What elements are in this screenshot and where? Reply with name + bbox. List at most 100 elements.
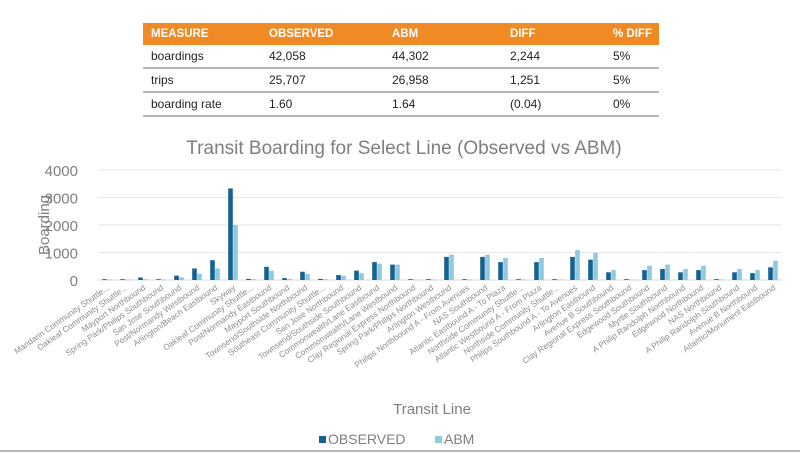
bar-observed	[750, 273, 755, 280]
bar-abm	[521, 279, 526, 281]
header-measure: MEASURE	[143, 23, 261, 45]
bar-observed	[534, 262, 539, 280]
bar-observed	[300, 271, 305, 280]
cell-abm: 44,302	[384, 45, 502, 69]
bar-abm	[575, 250, 580, 280]
bar-observed	[498, 262, 503, 280]
bar-abm	[647, 265, 652, 280]
bar-observed	[480, 256, 485, 280]
bar-observed	[102, 279, 107, 280]
bar-observed	[426, 279, 431, 280]
bar-abm	[323, 279, 328, 280]
legend-label-observed: OBSERVED	[328, 431, 406, 447]
table-header-row: MEASURE OBSERVED ABM DIFF % DIFF	[143, 23, 659, 45]
bar-observed	[210, 260, 215, 280]
legend-label-abm: ABM	[444, 431, 474, 447]
bar-observed	[120, 279, 125, 280]
bar-observed	[336, 275, 341, 280]
bar-abm	[629, 279, 634, 281]
bar-abm	[413, 279, 418, 281]
bar-abm	[449, 254, 454, 280]
bar-abm	[539, 258, 544, 280]
summary-table: MEASURE OBSERVED ABM DIFF % DIFF boardin…	[143, 23, 659, 117]
bar-observed	[390, 264, 395, 280]
header-diff: DIFF	[502, 23, 605, 45]
bar-abm	[701, 265, 706, 280]
bar-abm	[773, 260, 778, 280]
bar-abm	[557, 279, 562, 281]
bar-observed	[714, 279, 719, 280]
bar-observed	[642, 270, 647, 280]
cell-diff: 1,251	[502, 68, 605, 93]
bar-abm	[125, 279, 130, 281]
y-tick-label: 3000	[45, 191, 78, 208]
bar-observed	[444, 256, 449, 280]
bar-observed	[246, 278, 251, 280]
bar-abm	[683, 269, 688, 280]
table-row: trips 25,707 26,958 1,251 5%	[143, 68, 659, 93]
bottom-divider	[0, 450, 800, 452]
bar-observed	[624, 279, 629, 280]
y-tick-label: 4000	[45, 163, 78, 180]
bar-observed	[156, 279, 161, 280]
bar-abm	[233, 225, 238, 280]
bar-abm	[719, 279, 724, 281]
bar-observed	[462, 279, 467, 280]
bar-abm	[215, 268, 220, 280]
bar-abm	[197, 273, 202, 280]
bar-observed	[318, 278, 323, 280]
cell-observed: 1.60	[261, 92, 384, 117]
cell-measure: trips	[143, 68, 261, 93]
bar-abm	[467, 279, 472, 281]
cell-observed: 25,707	[261, 68, 384, 93]
chart-title: Transit Boarding for Select Line (Observ…	[186, 138, 621, 159]
header-pct-diff: % DIFF	[605, 23, 659, 45]
cell-diff: (0.04)	[502, 92, 605, 117]
bar-abm	[593, 252, 598, 280]
bar-abm	[143, 279, 148, 280]
bar-observed	[372, 262, 377, 280]
table-row: boardings 42,058 44,302 2,244 5%	[143, 45, 659, 69]
bar-abm	[287, 278, 292, 280]
bar-observed	[264, 266, 269, 280]
bar-abm	[665, 264, 670, 280]
bar-abm	[341, 275, 346, 280]
legend: OBSERVED ABM	[319, 431, 474, 447]
y-tick-label: 0	[70, 273, 78, 290]
legend-swatch-observed	[319, 436, 326, 443]
bar-abm	[395, 264, 400, 280]
bar-abm	[107, 279, 112, 281]
cell-diff: 2,244	[502, 45, 605, 69]
header-observed: OBSERVED	[261, 23, 384, 45]
bar-observed	[354, 270, 359, 280]
bar-abm	[485, 254, 490, 280]
y-tick-label: 2000	[45, 218, 78, 235]
bar-observed	[516, 279, 521, 280]
bar-abm	[359, 273, 364, 280]
bar-observed	[696, 270, 701, 280]
bar-abm	[251, 279, 256, 280]
y-axis-ticks: 0 1000 2000 3000 4000	[45, 163, 78, 290]
cell-abm: 26,958	[384, 68, 502, 93]
gridlines	[98, 169, 782, 281]
bar-observed	[678, 272, 683, 280]
bar-abm	[737, 269, 742, 280]
legend-swatch-abm	[435, 436, 442, 443]
cell-observed: 42,058	[261, 45, 384, 69]
bar-abm	[503, 258, 508, 280]
bar-observed	[408, 279, 413, 280]
bar-observed	[768, 267, 773, 280]
bar-abm	[755, 270, 760, 280]
bar-observed	[174, 275, 179, 280]
y-axis-label: Boarding	[36, 195, 53, 255]
cell-measure: boardings	[143, 45, 261, 69]
bar-observed	[282, 278, 287, 280]
header-abm: ABM	[384, 23, 502, 45]
y-tick-label: 1000	[45, 246, 78, 263]
bar-abm	[179, 277, 184, 280]
bar-abm	[161, 279, 166, 281]
bar-observed	[588, 259, 593, 280]
bars	[102, 188, 778, 281]
bar-observed	[732, 272, 737, 280]
